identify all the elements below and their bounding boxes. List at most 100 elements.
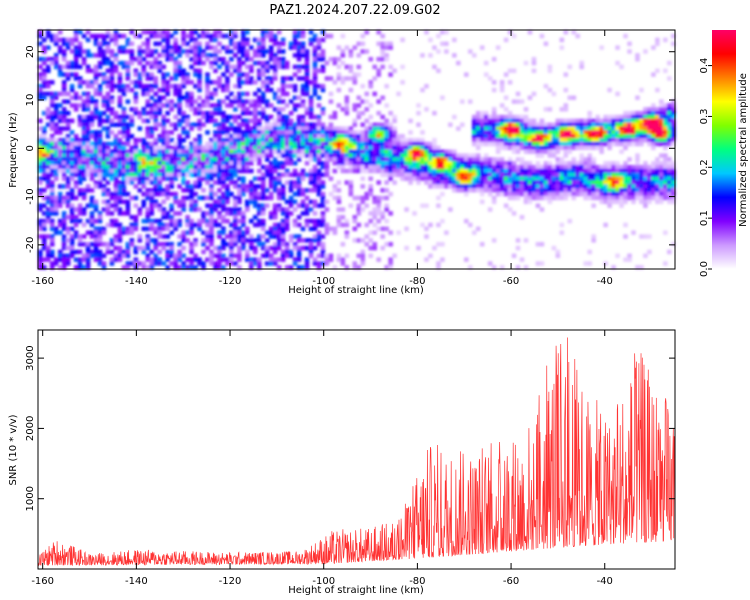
heatmap-cell: [288, 83, 294, 89]
heatmap-cell: [304, 141, 310, 147]
heatmap-cell: [300, 199, 306, 205]
heatmap-cell: [237, 80, 242, 85]
heatmap-cell: [217, 249, 222, 255]
heatmap-cell: [149, 33, 155, 39]
heatmap-cell: [93, 242, 99, 247]
heatmap-cell: [348, 49, 354, 54]
heatmap-cell: [296, 145, 302, 151]
heatmap-cell: [241, 72, 246, 77]
heatmap-cell: [336, 199, 342, 205]
heatmap-cell: [651, 180, 656, 185]
heatmap-cell: [173, 87, 178, 93]
heatmap-cell: [615, 114, 620, 120]
heatmap-cell: [643, 184, 648, 189]
heatmap-cell: [535, 161, 541, 166]
heatmap-cell: [177, 153, 182, 158]
heatmap-cell: [436, 145, 441, 151]
heatmap-cell: [416, 122, 421, 127]
heatmap-cell: [249, 257, 254, 262]
heatmap-cell: [181, 118, 186, 124]
heatmap-cell: [113, 257, 119, 262]
heatmap-cell: [45, 249, 51, 255]
heatmap-cell: [324, 145, 330, 151]
heatmap-cell: [456, 126, 461, 131]
heatmap-cell: [555, 164, 561, 170]
heatmap-cell: [129, 87, 135, 93]
heatmap-cell: [193, 191, 198, 197]
heatmap-cell: [655, 164, 660, 170]
heatmap-cell: [209, 60, 214, 66]
heatmap-cell: [404, 153, 409, 158]
heatmap-cell: [49, 261, 55, 266]
heatmap-cell: [260, 45, 266, 50]
heatmap-cell: [145, 195, 151, 201]
colorbar-tick-label: 0.0: [699, 261, 710, 277]
heatmap-cell: [643, 134, 648, 139]
heatmap-cell: [61, 83, 67, 89]
heatmap-cell: [432, 149, 437, 154]
heatmap-cell: [591, 195, 596, 201]
heatmap-cell: [348, 164, 354, 170]
heatmap-cell: [252, 122, 258, 127]
snr-y-tick-label: 2000: [25, 416, 36, 441]
heatmap-cell: [213, 172, 218, 178]
heatmap-cell: [348, 68, 354, 73]
heatmap-cell: [93, 249, 99, 255]
heatmap-cell: [137, 76, 143, 81]
heatmap-cell: [372, 137, 378, 143]
heatmap-cell: [260, 30, 266, 35]
heatmap-cell: [141, 145, 147, 151]
heatmap-cell: [559, 184, 565, 189]
heatmap-cell: [539, 195, 545, 201]
heatmap-cell: [57, 199, 63, 205]
heatmap-cell: [185, 157, 190, 162]
heatmap-cell: [141, 30, 147, 35]
heatmap-cell: [217, 203, 222, 208]
heatmap-cell: [336, 64, 342, 70]
heatmap-cell: [173, 265, 178, 270]
heatmap-cell: [344, 222, 350, 228]
heatmap-cell: [408, 172, 413, 178]
heatmap-cell: [340, 149, 346, 154]
heatmap-cell: [491, 118, 497, 124]
heatmap-cell: [57, 130, 63, 135]
heatmap-cell: [185, 180, 190, 185]
heatmap-cell: [487, 118, 493, 124]
heatmap-cell: [499, 103, 505, 108]
heatmap-cell: [145, 164, 151, 170]
heatmap-cell: [121, 122, 127, 127]
heatmap-cell: [312, 172, 318, 178]
heatmap-cell: [408, 130, 413, 135]
heatmap-cell: [153, 99, 159, 104]
heatmap-cell: [217, 245, 222, 251]
heatmap-cell: [591, 161, 596, 166]
heatmap-cell: [65, 226, 71, 232]
heatmap-cell: [280, 164, 286, 170]
heatmap-cell: [404, 149, 409, 154]
heatmap-cell: [121, 83, 127, 89]
heatmap-cell: [372, 242, 378, 247]
heatmap-cell: [197, 226, 202, 232]
heatmap-cell: [308, 141, 314, 147]
heatmap-cell: [145, 168, 151, 174]
heatmap-cell: [61, 99, 67, 104]
heatmap-cell: [376, 30, 381, 35]
heatmap-cell: [587, 191, 592, 197]
heatmap-cell: [448, 149, 453, 154]
heatmap-cell: [475, 226, 481, 232]
heatmap-cell: [157, 161, 163, 166]
heatmap-cell: [615, 141, 620, 147]
heatmap-cell: [460, 176, 465, 181]
heatmap-cell: [615, 184, 620, 189]
heatmap-cell: [280, 137, 286, 143]
heatmap-cell: [420, 222, 425, 228]
heatmap-cell: [483, 180, 489, 185]
heatmap-cell: [380, 164, 385, 170]
heatmap-cell: [205, 211, 210, 216]
heatmap-cell: [651, 172, 656, 178]
heatmap-cell: [264, 126, 270, 131]
heatmap-cell: [308, 226, 314, 232]
heatmap-cell: [432, 110, 437, 116]
heatmap-cell: [483, 153, 489, 158]
heatmap-cell: [667, 188, 672, 193]
